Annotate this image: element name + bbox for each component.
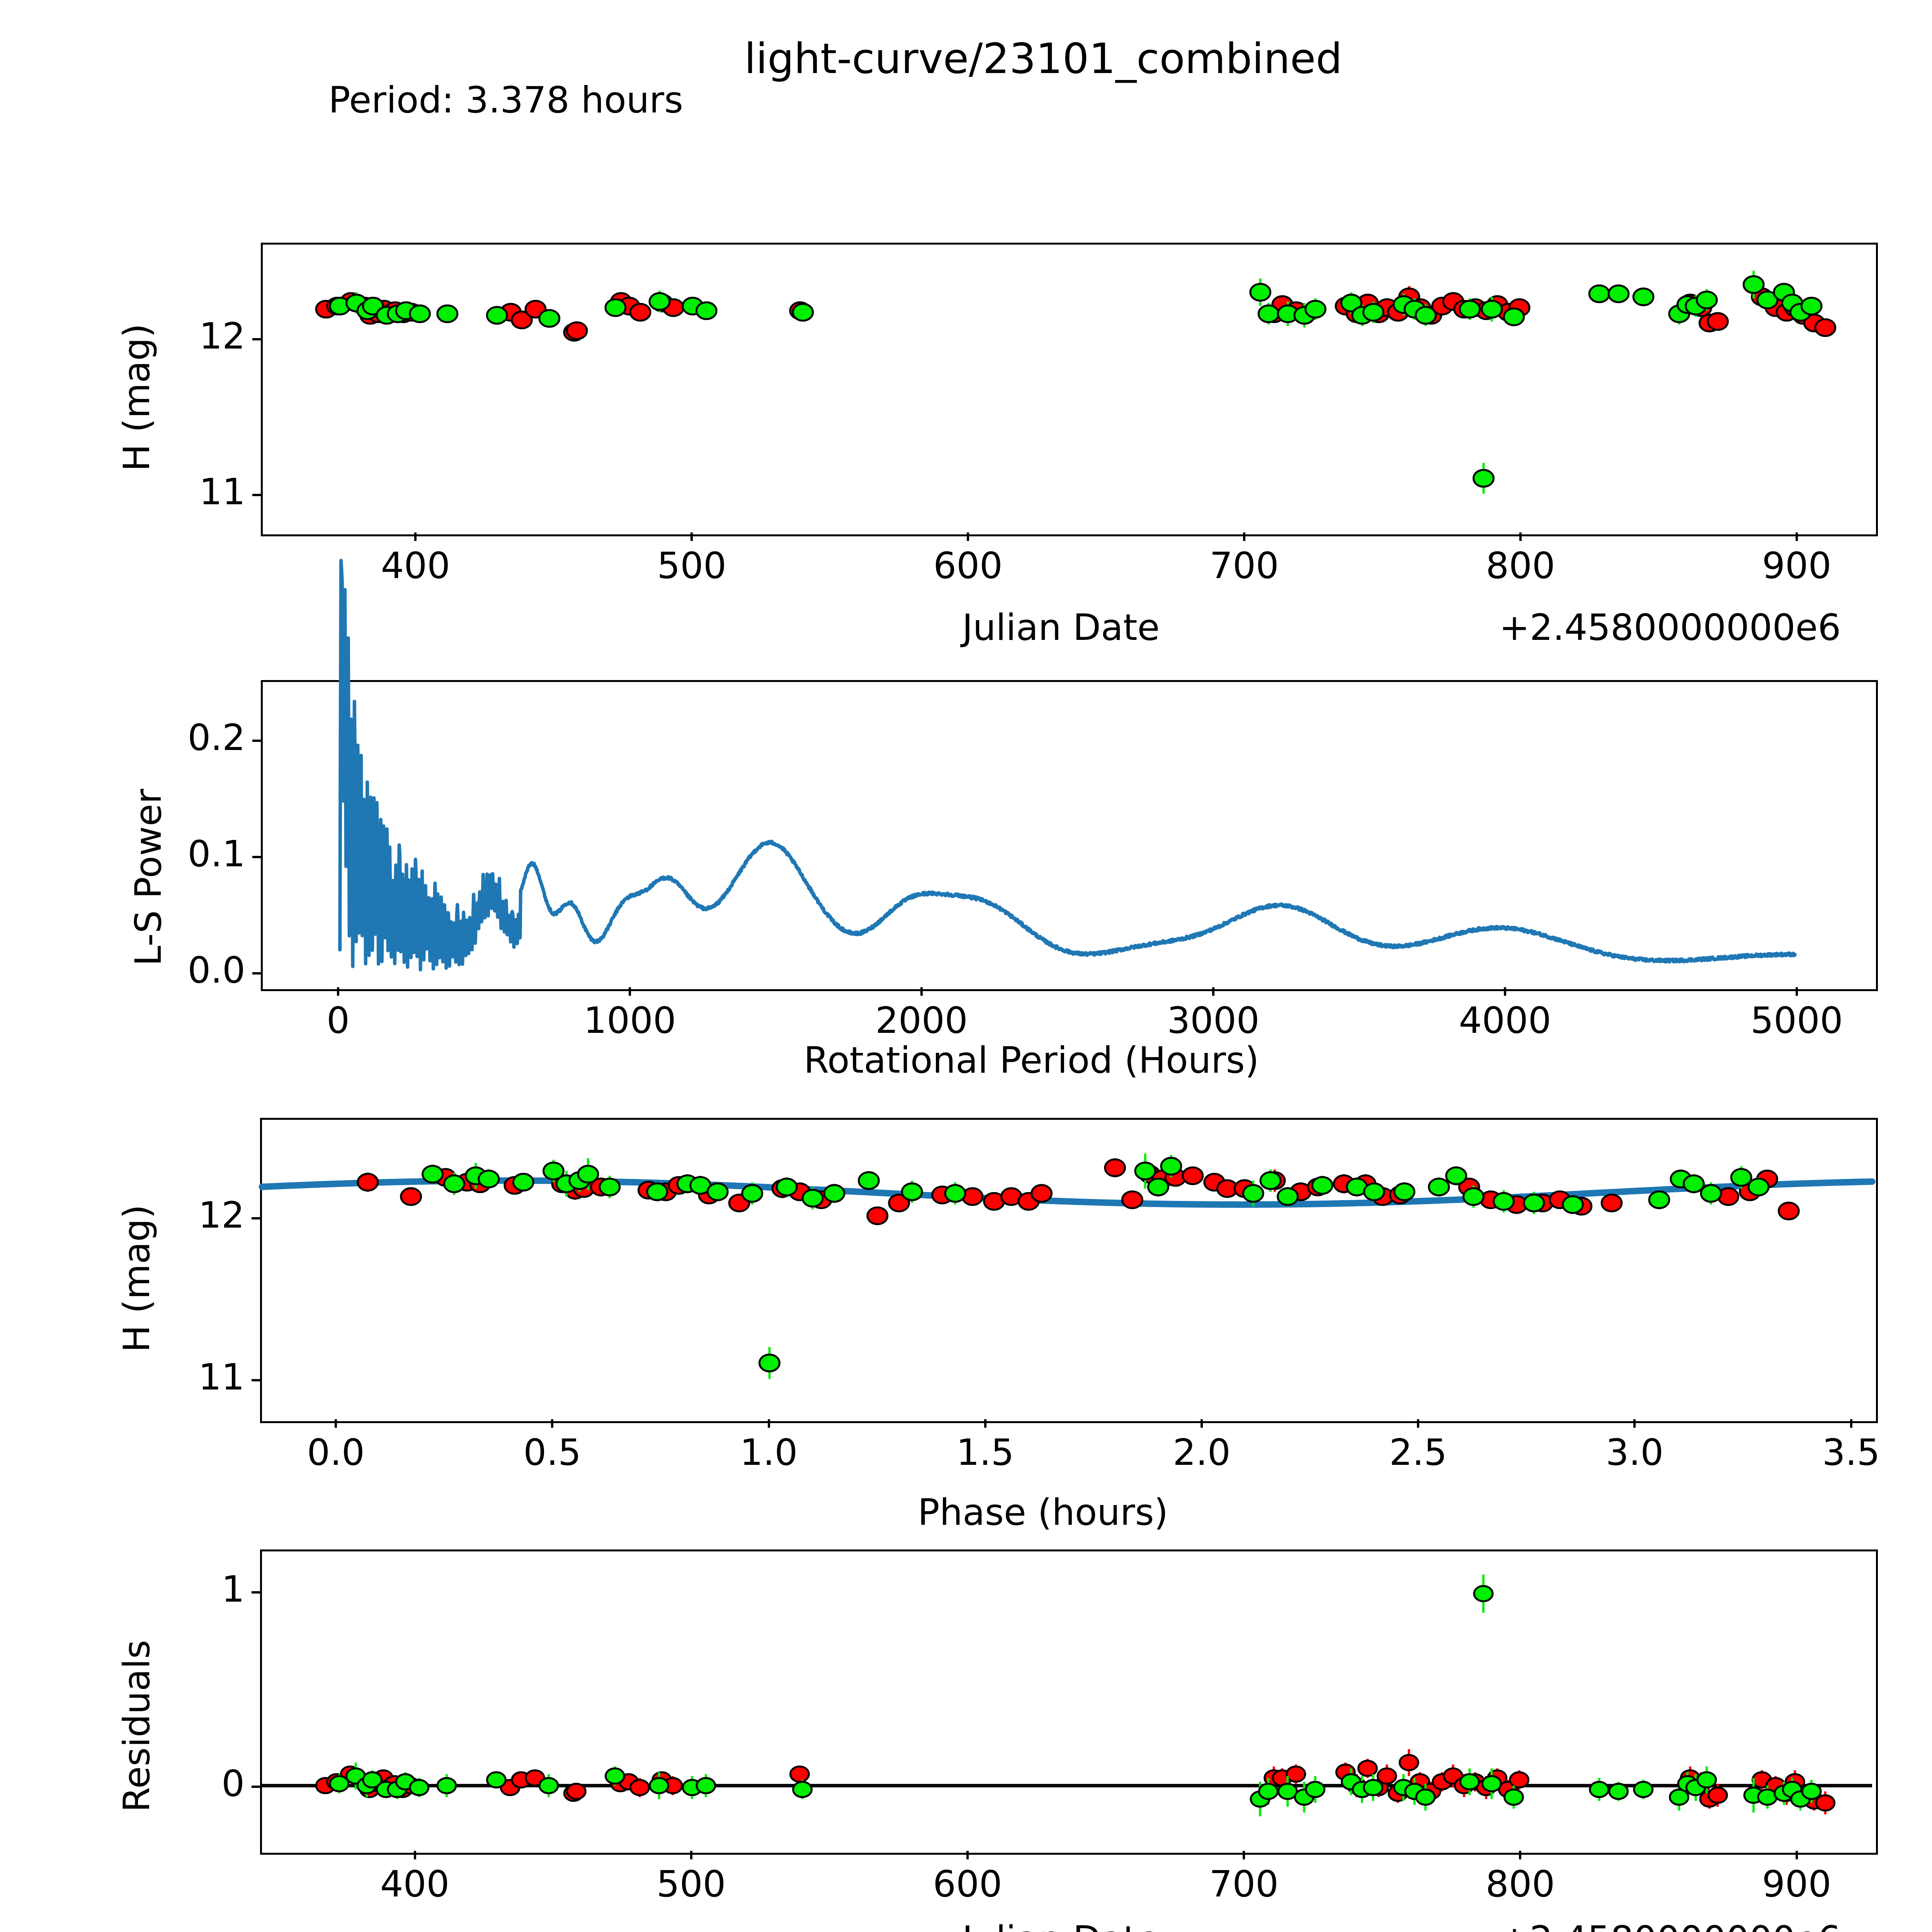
xtick-mark bbox=[1212, 987, 1214, 996]
residuals-xtick-500: 500 bbox=[656, 1863, 726, 1905]
ytick-mark bbox=[252, 1785, 260, 1788]
lightcurve-ytick-12: 12 bbox=[199, 315, 245, 357]
phasefolded-xtick-4: 2.0 bbox=[1173, 1432, 1231, 1474]
periodogram-line bbox=[338, 559, 1797, 972]
phasefolded-ytick-12: 12 bbox=[198, 1194, 245, 1236]
lightcurve-plot-area bbox=[315, 270, 1837, 494]
phasefolded-xtick-5: 2.5 bbox=[1389, 1432, 1447, 1474]
xtick-mark bbox=[1795, 532, 1798, 541]
residuals-xtick-900: 900 bbox=[1762, 1863, 1832, 1905]
ytick-mark bbox=[252, 494, 261, 497]
residuals-xtick-400: 400 bbox=[380, 1863, 450, 1905]
residuals-xtick-700: 700 bbox=[1209, 1863, 1279, 1905]
phasefolded-plot-area bbox=[259, 1153, 1876, 1379]
xtick-mark bbox=[1795, 1851, 1798, 1859]
xtick-mark bbox=[1417, 1419, 1420, 1428]
phasefolded-fit-line bbox=[259, 1177, 1876, 1208]
ytick-mark bbox=[252, 972, 261, 975]
periodogram-xtick-3000: 3000 bbox=[1167, 1000, 1260, 1042]
panel-residuals[interactable] bbox=[260, 1549, 1878, 1855]
periodogram-xtick-1000: 1000 bbox=[583, 1000, 676, 1042]
lightcurve-xtick-600: 600 bbox=[933, 545, 1003, 587]
periodogram-xtick-0: 0 bbox=[327, 1000, 350, 1042]
phasefolded-xtick-0: 0.0 bbox=[307, 1432, 365, 1474]
lightcurve-xtick-700: 700 bbox=[1209, 545, 1279, 587]
ytick-mark bbox=[252, 855, 261, 858]
periodogram-xtick-5000: 5000 bbox=[1750, 1000, 1843, 1042]
residuals-xtick-800: 800 bbox=[1485, 1863, 1555, 1905]
panel-periodogram[interactable] bbox=[261, 559, 1878, 991]
periodogram-ytick-0: 0.0 bbox=[187, 949, 246, 992]
lightcurve-xtick-500: 500 bbox=[657, 545, 726, 587]
xtick-mark bbox=[551, 1419, 554, 1428]
lightcurve-ytick-11: 11 bbox=[199, 471, 245, 514]
periodogram-ytick-1: 0.1 bbox=[187, 833, 246, 875]
panel-phasefolded[interactable] bbox=[259, 1118, 1878, 1423]
xtick-mark bbox=[1850, 1419, 1852, 1428]
residuals-ytick-1: 1 bbox=[221, 1568, 245, 1611]
periodogram-xlabel: Rotational Period (Hours) bbox=[804, 1039, 1259, 1082]
xtick-mark bbox=[335, 1419, 337, 1428]
residuals-x-offset: +2.4580000000e6 bbox=[1499, 1918, 1841, 1932]
phasefolded-xtick-6: 3.0 bbox=[1605, 1432, 1664, 1474]
lightcurve-xtick-400: 400 bbox=[381, 545, 451, 587]
lightcurve-x-offset: +2.4580000000e6 bbox=[1499, 607, 1841, 649]
xtick-mark bbox=[1795, 987, 1798, 996]
periodogram-xtick-4000: 4000 bbox=[1459, 1000, 1551, 1042]
xtick-mark bbox=[1243, 1851, 1245, 1859]
xtick-mark bbox=[1243, 532, 1246, 541]
phasefolded-xtick-1: 0.5 bbox=[523, 1432, 582, 1474]
periodogram-ytick-2: 0.2 bbox=[187, 716, 246, 759]
phasefolded-xtick-2: 1.0 bbox=[740, 1432, 798, 1474]
phasefolded-xlabel: Phase (hours) bbox=[918, 1492, 1168, 1534]
ytick-mark bbox=[252, 338, 261, 340]
lightcurve-xlabel: Julian Date bbox=[962, 607, 1160, 649]
residuals-xtick-600: 600 bbox=[933, 1863, 1002, 1905]
xtick-mark bbox=[337, 987, 340, 996]
lightcurve-xtick-800: 800 bbox=[1486, 545, 1555, 587]
xtick-mark bbox=[984, 1419, 986, 1428]
ytick-mark bbox=[252, 1591, 260, 1594]
residuals-plot-area bbox=[262, 1574, 1872, 1816]
ytick-mark bbox=[252, 1217, 260, 1219]
xtick-mark bbox=[414, 532, 417, 541]
xtick-mark bbox=[1503, 987, 1506, 996]
xtick-mark bbox=[1519, 1851, 1522, 1859]
figure-subtitle: Period: 3.378 hours bbox=[328, 79, 683, 121]
xtick-mark bbox=[1519, 532, 1522, 541]
series-green bbox=[422, 1153, 1770, 1379]
series-green bbox=[329, 270, 1823, 494]
ytick-mark bbox=[252, 1379, 260, 1382]
phasefolded-ytick-11: 11 bbox=[198, 1356, 245, 1399]
xtick-mark bbox=[690, 1851, 692, 1859]
xtick-mark bbox=[1633, 1419, 1636, 1428]
xtick-mark bbox=[967, 532, 969, 541]
residuals-ytick-0: 0 bbox=[221, 1762, 245, 1805]
xtick-mark bbox=[690, 532, 693, 541]
ytick-mark bbox=[252, 739, 261, 742]
xtick-mark bbox=[920, 987, 923, 996]
panel-lightcurve[interactable] bbox=[261, 243, 1878, 536]
xtick-mark bbox=[767, 1419, 770, 1428]
xtick-mark bbox=[1200, 1419, 1203, 1428]
periodogram-ylabel: L-S Power bbox=[128, 789, 170, 966]
lightcurve-xtick-900: 900 bbox=[1762, 545, 1832, 587]
phasefolded-xtick-7: 3.5 bbox=[1822, 1432, 1880, 1474]
series-green bbox=[329, 1574, 1822, 1816]
xtick-mark bbox=[966, 1851, 969, 1859]
phasefolded-xtick-3: 1.5 bbox=[956, 1432, 1014, 1474]
figure-title: light-curve/23101_combined bbox=[744, 35, 1342, 83]
periodogram-plot-area bbox=[338, 559, 1797, 972]
xtick-mark bbox=[413, 1851, 416, 1859]
periodogram-xtick-2000: 2000 bbox=[875, 1000, 968, 1042]
residuals-xlabel: Julian Date bbox=[962, 1918, 1160, 1932]
xtick-mark bbox=[629, 987, 631, 996]
